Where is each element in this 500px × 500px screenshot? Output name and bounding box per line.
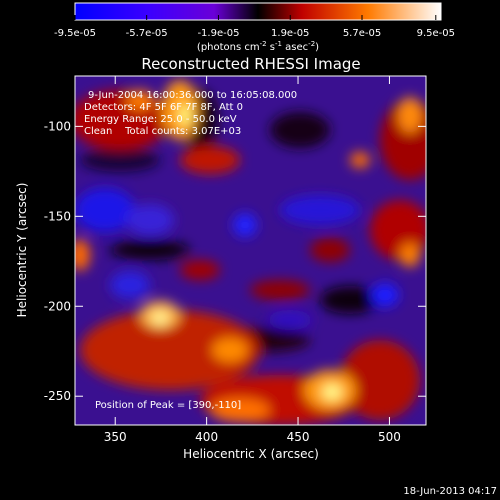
info-line-detectors: Detectors: 4F 5F 6F 7F 8F, Att 0 [84,102,243,113]
x-tick-label: 400 [195,430,218,444]
y-tick-label: -100 [44,119,71,133]
colorbar [75,3,441,20]
info-line-energy: Energy Range: 25.0 - 50.0 keV [84,114,237,125]
info-line-clean: Clean Total counts: 3.07E+03 [84,126,241,137]
y-axis-label: Heliocentric Y (arcsec) [15,183,29,318]
chart-title: Reconstructed RHESSI Image [141,55,360,73]
info-line-time: 9-Jun-2004 16:00:36.000 to 16:05:08.000 [88,90,297,101]
x-tick-label: 500 [378,430,401,444]
colorbar-tick-label: 1.9e-05 [271,28,309,39]
y-tick-label: -200 [44,299,71,313]
x-axis-ticks: 350 400 450 500 [104,76,401,444]
colorbar-tick-label: -5.7e-05 [126,28,168,39]
heatmap-image [75,76,426,425]
colorbar-tick-label: -1.9e-05 [197,28,239,39]
plot-frame [74,75,427,426]
colorbar-tick-label: 5.7e-05 [343,28,381,39]
x-tick-label: 450 [287,430,310,444]
y-tick-label: -250 [44,389,71,403]
footer-date: 18-Jun-2013 04:17 [403,486,497,497]
y-axis-ticks: -100 -150 -200 -250 [44,119,426,403]
info-block: 9-Jun-2004 16:00:36.000 to 16:05:08.000 … [84,90,297,137]
colorbar-unit: (photons cm-2 s-1 asec-2) [197,40,319,53]
x-axis-label: Heliocentric X (arcsec) [183,447,319,461]
colorbar-tick-label: -9.5e-05 [54,28,96,39]
x-tick-label: 350 [104,430,127,444]
colorbar-ticks: -9.5e-05 -5.7e-05 -1.9e-05 1.9e-05 5.7e-05 9.… [54,15,455,39]
colorbar-tick-label: 9.5e-05 [417,28,455,39]
y-tick-label: -150 [44,209,71,223]
peak-position-label: Position of Peak = [390,-110] [95,400,241,411]
